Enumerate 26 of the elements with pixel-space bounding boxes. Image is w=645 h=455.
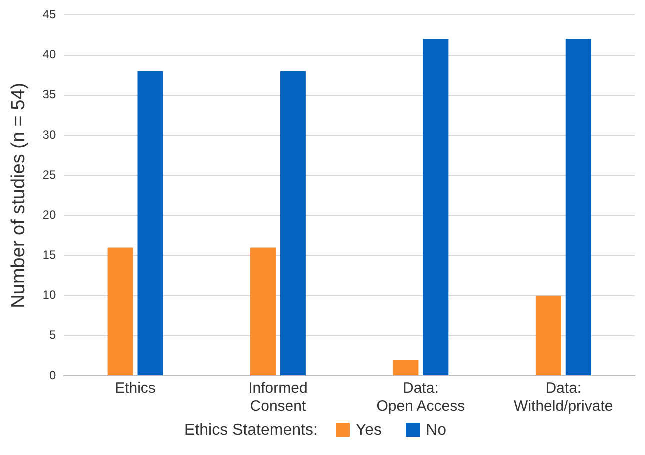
x-tick-label: Ethics: [115, 380, 156, 398]
y-tick-label: 10: [42, 288, 56, 302]
bar: [536, 296, 562, 376]
bar: [280, 71, 306, 376]
legend-label: Yes: [354, 422, 382, 440]
x-tick-label: Data: Open Access: [376, 380, 466, 416]
y-tick-label: 40: [42, 48, 56, 62]
y-tick-label: 45: [42, 8, 56, 22]
bar: [393, 360, 419, 376]
legend-title: Ethics Statements:: [184, 422, 318, 440]
x-tick-label: Informed Consent: [248, 380, 308, 416]
bar: [423, 39, 449, 376]
bar: [108, 248, 134, 376]
bar: [138, 71, 164, 376]
x-tick-label: Data: Witheld/private: [514, 380, 614, 416]
y-tick-label: 35: [42, 88, 56, 102]
bar: [566, 39, 592, 376]
y-tick-label: 0: [49, 368, 56, 382]
y-tick-label: 5: [49, 328, 56, 342]
y-tick-label: 30: [42, 128, 56, 142]
y-tick-label: 25: [42, 168, 56, 182]
y-tick-label: 20: [42, 208, 56, 222]
legend-label: No: [425, 422, 446, 440]
bar: [250, 248, 276, 376]
y-axis-title: Number of studies (n = 54): [8, 82, 30, 308]
y-tick-label: 15: [42, 248, 56, 262]
